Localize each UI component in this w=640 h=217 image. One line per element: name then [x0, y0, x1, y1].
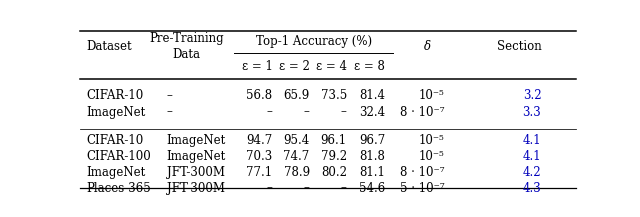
Text: ImageNet: ImageNet [86, 106, 145, 119]
Text: 80.2: 80.2 [321, 166, 347, 179]
Text: ImageNet: ImageNet [167, 150, 226, 163]
Text: 81.4: 81.4 [359, 89, 385, 102]
Text: 79.2: 79.2 [321, 150, 347, 163]
Text: 4.1: 4.1 [523, 150, 541, 163]
Text: CIFAR-10: CIFAR-10 [86, 134, 143, 147]
Text: Section: Section [497, 39, 541, 53]
Text: 77.1: 77.1 [246, 166, 273, 179]
Text: JFT-300M: JFT-300M [167, 182, 225, 195]
Text: 3.3: 3.3 [522, 106, 541, 119]
Text: 4.2: 4.2 [523, 166, 541, 179]
Text: Dataset: Dataset [86, 39, 132, 53]
Text: ImageNet: ImageNet [86, 166, 145, 179]
Text: 32.4: 32.4 [359, 106, 385, 119]
Text: 70.3: 70.3 [246, 150, 273, 163]
Text: 65.9: 65.9 [284, 89, 310, 102]
Text: –: – [341, 106, 347, 119]
Text: 3.2: 3.2 [523, 89, 541, 102]
Text: 10⁻⁵: 10⁻⁵ [419, 134, 445, 147]
Text: 5 · 10⁻⁷: 5 · 10⁻⁷ [400, 182, 445, 195]
Text: ε = 1: ε = 1 [241, 60, 273, 73]
Text: Top-1 Accuracy (%): Top-1 Accuracy (%) [255, 35, 372, 48]
Text: –: – [267, 182, 273, 195]
Text: 56.8: 56.8 [246, 89, 273, 102]
Text: 96.7: 96.7 [359, 134, 385, 147]
Text: CIFAR-100: CIFAR-100 [86, 150, 150, 163]
Text: 78.9: 78.9 [284, 166, 310, 179]
Text: –: – [167, 106, 173, 119]
Text: ε = 4: ε = 4 [316, 60, 347, 73]
Text: –: – [304, 182, 310, 195]
Text: JFT-300M: JFT-300M [167, 166, 225, 179]
Text: –: – [304, 106, 310, 119]
Text: 4.1: 4.1 [523, 134, 541, 147]
Text: ImageNet: ImageNet [167, 134, 226, 147]
Text: 10⁻⁵: 10⁻⁵ [419, 150, 445, 163]
Text: ε = 2: ε = 2 [279, 60, 310, 73]
Text: 8 · 10⁻⁷: 8 · 10⁻⁷ [400, 106, 445, 119]
Text: CIFAR-10: CIFAR-10 [86, 89, 143, 102]
Text: 73.5: 73.5 [321, 89, 347, 102]
Text: 81.8: 81.8 [359, 150, 385, 163]
Text: –: – [267, 106, 273, 119]
Text: 81.1: 81.1 [359, 166, 385, 179]
Text: δ: δ [424, 39, 431, 53]
Text: –: – [167, 89, 173, 102]
Text: 96.1: 96.1 [321, 134, 347, 147]
Text: 94.7: 94.7 [246, 134, 273, 147]
Text: 95.4: 95.4 [284, 134, 310, 147]
Text: Places-365: Places-365 [86, 182, 150, 195]
Text: 74.7: 74.7 [284, 150, 310, 163]
Text: ε = 8: ε = 8 [354, 60, 385, 73]
Text: –: – [341, 182, 347, 195]
Text: 10⁻⁵: 10⁻⁵ [419, 89, 445, 102]
Text: 54.6: 54.6 [359, 182, 385, 195]
Text: Pre-Training
Data: Pre-Training Data [149, 32, 224, 61]
Text: 8 · 10⁻⁷: 8 · 10⁻⁷ [400, 166, 445, 179]
Text: 4.3: 4.3 [522, 182, 541, 195]
